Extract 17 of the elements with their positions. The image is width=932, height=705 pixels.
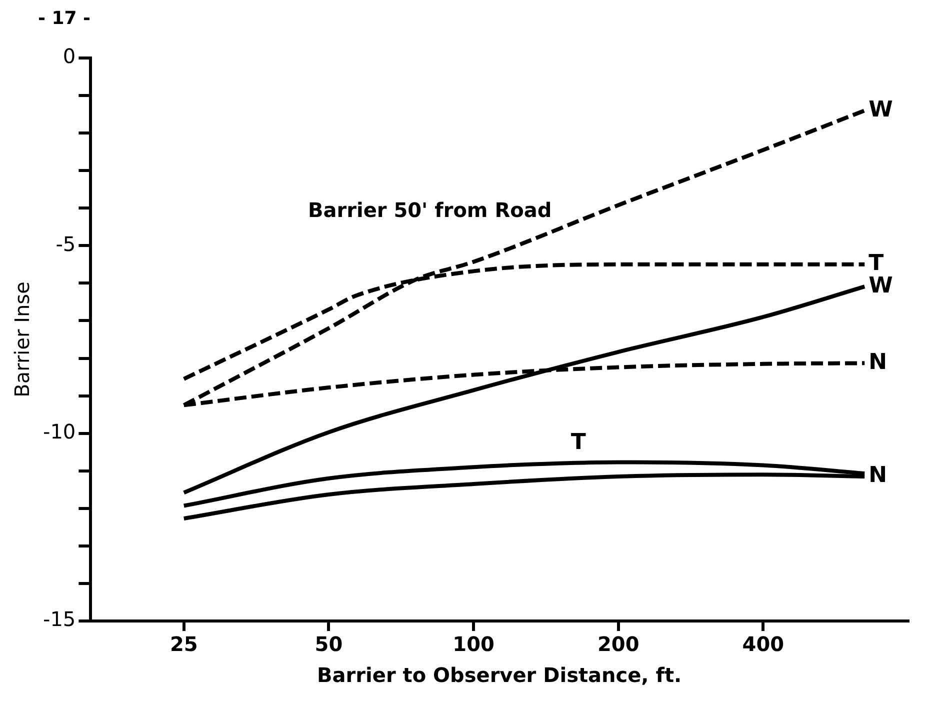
y-tick-label: 0 [62, 44, 76, 68]
y-axis-title: Barrier Inse [10, 282, 34, 398]
series-label: N [868, 350, 888, 375]
x-tick-label: 50 [314, 632, 343, 656]
y-tick-label: -5 [56, 232, 76, 256]
series-label: T [570, 430, 586, 455]
x-tick-label: 400 [742, 632, 784, 656]
text: - 17 - [38, 8, 91, 29]
annotation: Barrier 50' from Road [308, 198, 552, 222]
x-tick-label: 100 [452, 632, 494, 656]
y-tick-label: -15 [42, 607, 76, 632]
y-tick-label: -10 [42, 420, 76, 444]
x-tick-label: 25 [170, 632, 198, 656]
series-label: N [868, 463, 888, 488]
series-label: W [868, 97, 893, 122]
x-axis-title: Barrier to Observer Distance, ft. [317, 663, 682, 688]
x-tick-label: 200 [597, 632, 640, 656]
